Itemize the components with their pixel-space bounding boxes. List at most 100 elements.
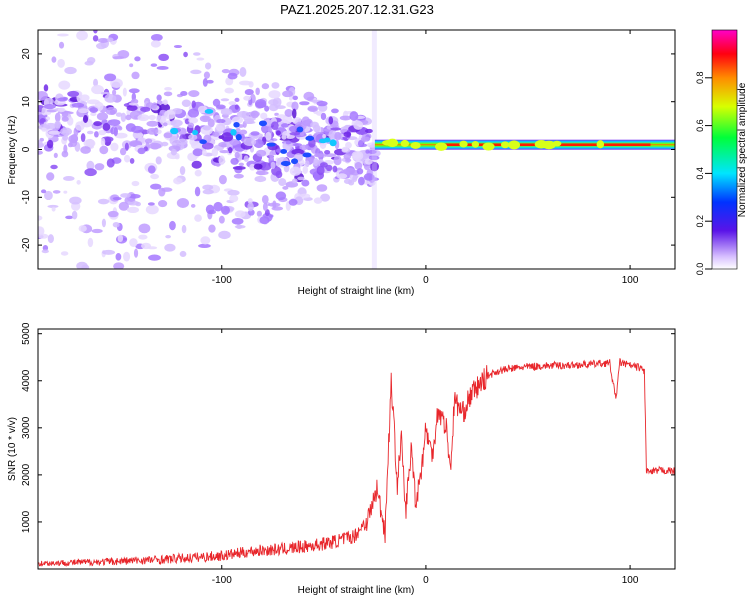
spectrogram-speckle: [156, 66, 169, 70]
spectrogram-speckle: [353, 120, 364, 130]
snr-x-tick-label: 100: [622, 575, 639, 586]
spectrogram-speckle: [63, 144, 68, 154]
spectrogram-speckle: [271, 206, 284, 211]
spectrogram-hotspot: [233, 121, 240, 128]
spectrogram-speckle: [43, 103, 56, 110]
spectrogram-speckle: [107, 119, 121, 126]
spectrogram-speckle: [201, 149, 207, 156]
spectrogram-speckle: [230, 157, 239, 165]
spectrogram-speckle: [45, 109, 57, 113]
snr-x-tick-label: 0: [423, 575, 429, 586]
spectrogram-speckle: [281, 134, 287, 140]
colorbar-tick-label: 0.4: [695, 167, 705, 180]
spectrogram-speckle: [221, 205, 230, 215]
spectrogram-hotspot: [329, 139, 337, 147]
spectrogram-speckle: [291, 101, 299, 111]
spectrogram-speckle: [202, 189, 214, 195]
spectrogram-speckle: [161, 187, 173, 192]
spectrogram-speckle: [150, 33, 163, 42]
spectrogram-speckle: [126, 109, 131, 117]
spectrogram-speckle: [331, 108, 339, 114]
spectrogram-y-tick-label: 10: [21, 96, 32, 108]
colorbar-label: Normalized spectral amplitude: [737, 82, 748, 217]
spectrogram-speckle: [112, 196, 122, 201]
spectrogram-hotspot: [170, 127, 179, 135]
spectrogram-speckle: [106, 158, 115, 168]
colorbar-tick-label: 0.2: [695, 215, 705, 228]
spectrogram-signal-blob: [386, 138, 399, 148]
spectrogram-speckle: [82, 115, 89, 123]
spectrogram-speckle: [137, 147, 146, 155]
spectrogram-x-tick-label: -100: [212, 275, 232, 286]
spectrogram-speckle: [343, 153, 352, 160]
colorbar-tick-label: 0.8: [695, 72, 705, 85]
spectrogram-speckle: [367, 149, 377, 155]
spectrogram-speckle: [282, 90, 294, 98]
spectrogram-speckle: [213, 201, 223, 212]
spectrogram-speckle: [270, 161, 276, 170]
snr-y-tick-label: 3000: [21, 416, 32, 439]
spectrogram-speckle: [307, 105, 319, 112]
spectrogram-speckle: [204, 62, 212, 70]
spectrogram-speckle: [232, 166, 246, 170]
spectrogram-speckle: [155, 156, 162, 165]
spectrogram-speckle: [339, 115, 352, 121]
spectrogram-speckle: [202, 125, 211, 131]
spectrogram-y-tick-label: 20: [21, 48, 32, 60]
snr-x-tick-label: -100: [212, 575, 232, 586]
spectrogram-speckle: [126, 206, 140, 214]
spectrogram-speckle: [102, 123, 111, 131]
spectrogram-speckle: [191, 160, 202, 169]
spectrogram-speckle: [268, 214, 274, 218]
spectrogram-speckle: [71, 102, 85, 108]
spectrogram-speckle: [356, 168, 364, 175]
spectrogram-speckle: [120, 193, 131, 198]
spectrogram-speckle: [187, 122, 195, 129]
spectrogram-speckle: [243, 95, 252, 101]
spectrogram-speckle: [164, 243, 176, 252]
spectrogram-speckle: [333, 155, 342, 166]
spectrogram-speckle: [47, 204, 59, 208]
spectrogram-speckle: [110, 142, 119, 152]
spectrogram-speckle: [123, 251, 131, 262]
spectrogram-speckle: [284, 109, 293, 117]
spectrogram-speckle: [97, 198, 110, 205]
spectrogram-speckle: [365, 128, 374, 134]
snr-panel: -100 0 100 1000 2000 3000 4000 5000 Height of …: [7, 322, 676, 596]
spectrogram-speckle: [211, 148, 219, 157]
spectrogram-hotspot: [291, 158, 299, 165]
spectrogram-speckle: [357, 139, 364, 147]
spectrogram-speckle: [113, 262, 125, 269]
spectrogram-signal-blob: [471, 140, 480, 148]
spectrogram-speckle: [46, 172, 55, 181]
spectrogram-speckle: [235, 127, 241, 133]
spectrogram-speckle: [363, 173, 374, 181]
spectrogram-speckle: [112, 89, 117, 96]
spectrogram-speckle: [130, 125, 144, 134]
spectrogram-speckle: [46, 139, 54, 149]
spectrogram-speckle: [60, 127, 72, 136]
spectrogram-speckle: [221, 117, 232, 126]
spectrogram-speckle: [218, 174, 227, 185]
spectrogram-speckle: [150, 173, 160, 180]
spectrogram-speckle: [101, 218, 106, 228]
spectrogram-speckle: [343, 178, 353, 185]
spectrogram-speckle: [282, 114, 293, 125]
spectrogram-speckle: [236, 224, 243, 230]
spectrogram-speckle: [275, 130, 281, 136]
spectrogram-speckle: [244, 118, 255, 125]
spectrogram-hotspot: [235, 133, 242, 141]
spectrogram-speckle: [93, 121, 103, 127]
spectrogram-speckle: [354, 161, 363, 170]
spectrogram-speckle: [292, 95, 298, 101]
spectrogram-speckle: [147, 202, 155, 206]
spectrogram-hotspot: [266, 142, 276, 147]
spectrogram-speckle: [91, 84, 104, 95]
spectrogram-signal-blob: [435, 142, 448, 151]
spectrogram-speckle: [124, 142, 129, 151]
spectrogram-speckle: [81, 264, 90, 269]
spectrogram-speckle: [254, 98, 267, 109]
spectrogram-speckle: [169, 135, 179, 146]
spectrogram-speckle: [285, 140, 292, 145]
